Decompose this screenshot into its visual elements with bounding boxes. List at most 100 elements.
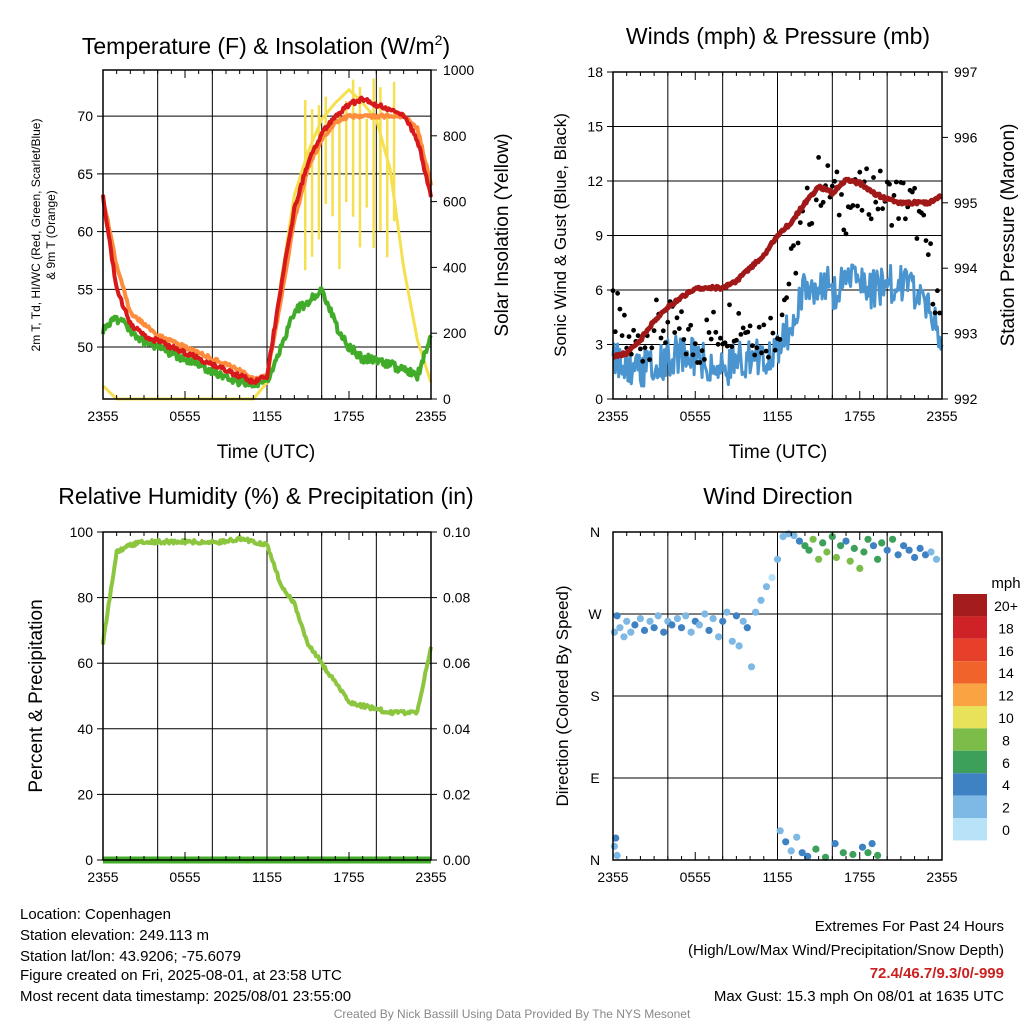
wind-dir-point [743, 624, 751, 632]
wind-dir-point [839, 849, 847, 857]
panel1-title: Temperature (F) & Insolation (W/m2) [82, 32, 450, 59]
gust-point [909, 189, 915, 195]
series-relative-humidity [101, 534, 433, 717]
y2-tick-label: 200 [443, 325, 467, 341]
gust-point [797, 220, 803, 226]
panel1-title-main: Temperature (F) & Insolation (W/m [82, 33, 435, 59]
wind-dir-point [868, 840, 876, 848]
gust-point [928, 241, 933, 247]
wind-dir-point [911, 553, 919, 562]
wind-dir-point [631, 621, 639, 629]
plot-border [102, 531, 432, 861]
y-tick-label: 0 [595, 391, 603, 407]
wind-dir-point [715, 633, 723, 641]
gust-point [626, 334, 632, 339]
y-tick-label: E [590, 770, 599, 786]
panel2-plot: 0 3 6 9 12 15 18 992 993 994 995 996 997 2355 0555 1155… [587, 64, 977, 424]
y2-tick-label: 993 [954, 326, 978, 342]
x-tick-label: 1155 [252, 869, 282, 885]
colorbar-swatch [953, 661, 987, 684]
gust-point [649, 345, 655, 351]
gust-point [923, 238, 929, 244]
panel1-ylabel-2: & 9m T (Orange) [44, 190, 58, 280]
wind-dir-point [846, 557, 854, 565]
gust-point [724, 343, 730, 349]
gust-point [706, 330, 712, 335]
gust-point [772, 347, 778, 353]
wind-dir-point [668, 621, 676, 629]
footer-created: Figure created on Fri, 2025-08-01, at 23… [20, 967, 342, 984]
wind-dir-point [768, 574, 776, 582]
y2-tick-label: 997 [954, 64, 978, 80]
wind-dir-point [709, 615, 717, 623]
wind-dir-point [856, 564, 864, 573]
x-tick-label: 1755 [844, 408, 875, 424]
gust-point [740, 325, 746, 331]
colorbar-swatch [953, 616, 987, 639]
wind-dir-point [613, 612, 621, 620]
wind-dir-point [695, 621, 704, 629]
wind-dir-point [660, 628, 668, 636]
y-tick-label: 0 [85, 852, 93, 868]
gust-point [873, 199, 879, 205]
panel1-title-close: ) [442, 33, 450, 59]
gust-point [766, 354, 771, 360]
gust-point [932, 310, 938, 316]
wind-dir-point [894, 551, 902, 559]
wind-dir-point [747, 663, 756, 671]
panel2-xlabel: Time (UTC) [729, 442, 828, 463]
panel4-legend-title: mph [991, 575, 1020, 592]
gust-point [875, 206, 881, 212]
colorbar-swatch [953, 683, 987, 706]
colorbar-swatch [953, 594, 987, 617]
y2-tick-label: 0.06 [443, 655, 470, 671]
wind-dir-point [773, 555, 782, 563]
wind-dir-point [612, 834, 620, 842]
wind-dir-point [728, 637, 736, 645]
wind-dir-point [815, 555, 823, 563]
y-tick-label: S [590, 688, 599, 704]
gust-point [859, 207, 865, 213]
gust-point [658, 335, 664, 341]
gust-point [841, 227, 847, 233]
wind-dir-point [812, 845, 820, 853]
gust-point [768, 315, 773, 321]
gust-point [729, 344, 735, 349]
speed-colorbar: 20+ 18 16 14 12 10 8 6 4 2 0 [953, 594, 1018, 841]
gust-point [672, 330, 678, 335]
gust-point [754, 345, 760, 351]
gust-point [704, 317, 710, 323]
gust-point [697, 360, 703, 365]
y-tick-label: 15 [587, 119, 603, 135]
footer-location: Location: Copenhagen [20, 906, 171, 923]
wind-dir-point [798, 849, 806, 857]
gust-point [692, 341, 698, 347]
gust-point [617, 306, 623, 312]
gust-point [832, 178, 837, 184]
series-sonic-wind [611, 263, 944, 388]
y-tick-label: N [590, 524, 600, 540]
gust-point [622, 312, 627, 318]
x-tick-label: 0555 [169, 869, 200, 885]
y-tick-label: 20 [77, 786, 93, 802]
gust-point [839, 192, 844, 197]
gust-point [877, 168, 883, 174]
wind-dir-point [832, 553, 841, 562]
wind-dir-point [864, 535, 872, 543]
colorbar-swatch [953, 728, 987, 751]
y-tick-label: 50 [77, 339, 93, 355]
gust-point [813, 197, 819, 203]
x-tick-label: 2355 [415, 408, 446, 424]
gust-point [857, 169, 863, 175]
plot-border [612, 71, 943, 400]
gust-point [715, 341, 721, 347]
colorbar-label: 0 [1002, 822, 1010, 838]
x-tick-label: 1755 [333, 869, 364, 885]
panel1-xlabel: Time (UTC) [217, 442, 316, 463]
y2-tick-label: 800 [443, 128, 467, 144]
panel4-title: Wind Direction [703, 483, 853, 509]
wind-dir-point [823, 548, 831, 556]
footer-latlon: Station lat/lon: 43.9206; -75.6079 [20, 948, 242, 965]
y-tick-label: N [590, 852, 600, 868]
